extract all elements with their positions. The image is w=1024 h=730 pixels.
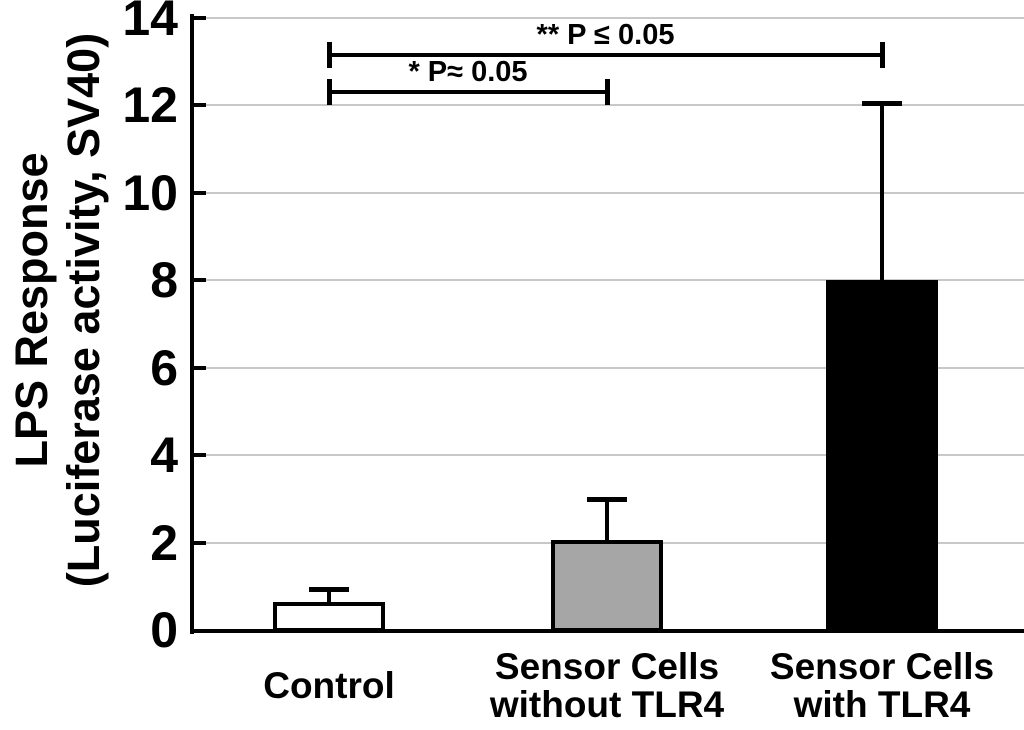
y-tick-label: 6 bbox=[150, 339, 178, 396]
significance-label-1: * P≈ 0.05 bbox=[408, 56, 528, 88]
y-tick-label: 12 bbox=[122, 77, 178, 134]
y-gridline bbox=[192, 366, 1024, 369]
significance-bracket-line-0 bbox=[329, 53, 882, 57]
significance-bracket-end-1-0 bbox=[327, 79, 332, 105]
bar-2 bbox=[826, 280, 938, 632]
y-tick-label: 10 bbox=[122, 164, 178, 221]
y-gridline bbox=[192, 454, 1024, 457]
y-tick-mark bbox=[192, 16, 206, 20]
y-gridline bbox=[192, 17, 1024, 19]
y-tick-mark bbox=[192, 278, 206, 283]
y-gridline bbox=[192, 104, 1024, 107]
y-tick-mark bbox=[192, 453, 206, 458]
y-gridline bbox=[192, 191, 1024, 194]
x-category-label-2: Sensor Cells with TLR4 bbox=[770, 646, 994, 726]
error-bar-line-0 bbox=[327, 589, 331, 602]
significance-label-0: ** P ≤ 0.05 bbox=[536, 19, 675, 51]
y-gridline bbox=[192, 279, 1024, 282]
error-bar-cap-2 bbox=[862, 101, 902, 107]
y-tick-label: 4 bbox=[150, 427, 178, 484]
y-tick-mark bbox=[192, 365, 206, 370]
error-bar-cap-0 bbox=[309, 587, 349, 593]
bar-1 bbox=[551, 540, 663, 632]
x-category-label-1-line1: without TLR4 bbox=[489, 684, 725, 725]
y-tick-label: 8 bbox=[150, 252, 178, 309]
significance-bracket-end-1-1 bbox=[605, 79, 610, 105]
significance-bracket-end-0-0 bbox=[327, 42, 332, 68]
y-axis-line bbox=[190, 14, 194, 634]
error-bar-cap-1 bbox=[587, 496, 627, 502]
x-category-label-1: Sensor Cells without TLR4 bbox=[490, 646, 724, 726]
y-axis-title-line1: LPS Response bbox=[6, 152, 57, 468]
y-tick-mark bbox=[192, 103, 206, 108]
error-bar-line-1 bbox=[605, 498, 609, 541]
significance-bracket-end-0-1 bbox=[880, 42, 885, 68]
error-bar-line-2 bbox=[880, 103, 884, 281]
y-tick-label: 2 bbox=[150, 514, 178, 571]
x-category-label-1-line0: Sensor Cells bbox=[494, 646, 720, 687]
y-tick-label: 0 bbox=[150, 602, 178, 658]
x-category-label-2-line1: with TLR4 bbox=[793, 684, 971, 725]
x-category-label-0: Control bbox=[263, 646, 395, 726]
y-tick-label: 14 bbox=[122, 0, 178, 46]
x-category-label-2-line0: Sensor Cells bbox=[769, 646, 995, 687]
y-tick-mark bbox=[192, 540, 206, 545]
x-category-label-0-line0: Control bbox=[263, 665, 395, 706]
bar-0 bbox=[273, 601, 385, 632]
significance-bracket-line-1 bbox=[329, 90, 607, 94]
y-tick-mark bbox=[192, 190, 206, 195]
